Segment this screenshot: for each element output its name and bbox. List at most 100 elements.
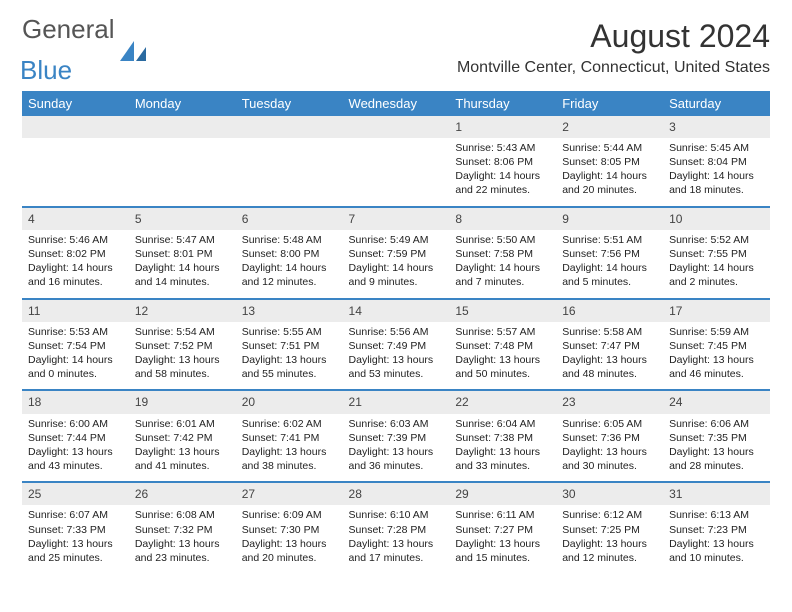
daylight-text: Daylight: 13 hours and 17 minutes.	[349, 537, 444, 565]
sunrise-text: Sunrise: 5:55 AM	[242, 325, 337, 339]
sunrise-text: Sunrise: 5:46 AM	[28, 233, 123, 247]
day-number: 27	[236, 483, 343, 505]
day-number: 4	[22, 208, 129, 230]
logo-text-general: General	[22, 18, 115, 41]
daylight-text: Daylight: 13 hours and 41 minutes.	[135, 445, 230, 473]
day-number-empty	[236, 116, 343, 138]
sunrise-text: Sunrise: 5:54 AM	[135, 325, 230, 339]
daylight-text: Daylight: 14 hours and 2 minutes.	[669, 261, 764, 289]
calendar-week: 25Sunrise: 6:07 AMSunset: 7:33 PMDayligh…	[22, 482, 770, 573]
daylight-text: Daylight: 14 hours and 18 minutes.	[669, 169, 764, 197]
day-details: Sunrise: 5:56 AMSunset: 7:49 PMDaylight:…	[343, 322, 450, 390]
calendar-cell: 22Sunrise: 6:04 AMSunset: 7:38 PMDayligh…	[449, 390, 556, 482]
calendar-cell: 13Sunrise: 5:55 AMSunset: 7:51 PMDayligh…	[236, 299, 343, 391]
day-details: Sunrise: 5:49 AMSunset: 7:59 PMDaylight:…	[343, 230, 450, 298]
day-number: 15	[449, 300, 556, 322]
dayname-thursday: Thursday	[449, 91, 556, 116]
sunset-text: Sunset: 7:49 PM	[349, 339, 444, 353]
sunrise-text: Sunrise: 6:10 AM	[349, 508, 444, 522]
day-number: 19	[129, 391, 236, 413]
calendar-week: 1Sunrise: 5:43 AMSunset: 8:06 PMDaylight…	[22, 116, 770, 207]
day-number: 21	[343, 391, 450, 413]
day-details: Sunrise: 5:55 AMSunset: 7:51 PMDaylight:…	[236, 322, 343, 390]
calendar-cell: 2Sunrise: 5:44 AMSunset: 8:05 PMDaylight…	[556, 116, 663, 207]
day-details: Sunrise: 6:06 AMSunset: 7:35 PMDaylight:…	[663, 414, 770, 482]
sunrise-text: Sunrise: 5:59 AM	[669, 325, 764, 339]
page-header: General Blue August 2024 Montville Cente…	[22, 18, 770, 83]
sunset-text: Sunset: 7:38 PM	[455, 431, 550, 445]
dayname-monday: Monday	[129, 91, 236, 116]
day-details: Sunrise: 5:46 AMSunset: 8:02 PMDaylight:…	[22, 230, 129, 298]
calendar-cell	[22, 116, 129, 207]
calendar-cell: 18Sunrise: 6:00 AMSunset: 7:44 PMDayligh…	[22, 390, 129, 482]
calendar-cell: 21Sunrise: 6:03 AMSunset: 7:39 PMDayligh…	[343, 390, 450, 482]
day-details: Sunrise: 6:07 AMSunset: 7:33 PMDaylight:…	[22, 505, 129, 573]
daylight-text: Daylight: 14 hours and 22 minutes.	[455, 169, 550, 197]
sunset-text: Sunset: 7:25 PM	[562, 523, 657, 537]
calendar-cell: 25Sunrise: 6:07 AMSunset: 7:33 PMDayligh…	[22, 482, 129, 573]
calendar-cell	[343, 116, 450, 207]
sunrise-text: Sunrise: 6:01 AM	[135, 417, 230, 431]
daylight-text: Daylight: 13 hours and 43 minutes.	[28, 445, 123, 473]
dayname-wednesday: Wednesday	[343, 91, 450, 116]
daylight-text: Daylight: 14 hours and 9 minutes.	[349, 261, 444, 289]
sail-icon	[120, 41, 146, 63]
sunrise-text: Sunrise: 6:03 AM	[349, 417, 444, 431]
day-number: 11	[22, 300, 129, 322]
sunrise-text: Sunrise: 6:08 AM	[135, 508, 230, 522]
sunrise-text: Sunrise: 5:51 AM	[562, 233, 657, 247]
sunset-text: Sunset: 7:56 PM	[562, 247, 657, 261]
day-details: Sunrise: 5:50 AMSunset: 7:58 PMDaylight:…	[449, 230, 556, 298]
day-details: Sunrise: 6:05 AMSunset: 7:36 PMDaylight:…	[556, 414, 663, 482]
daylight-text: Daylight: 13 hours and 36 minutes.	[349, 445, 444, 473]
sunset-text: Sunset: 7:36 PM	[562, 431, 657, 445]
sunrise-text: Sunrise: 6:11 AM	[455, 508, 550, 522]
daylight-text: Daylight: 14 hours and 12 minutes.	[242, 261, 337, 289]
sunset-text: Sunset: 7:28 PM	[349, 523, 444, 537]
day-details: Sunrise: 6:03 AMSunset: 7:39 PMDaylight:…	[343, 414, 450, 482]
sunset-text: Sunset: 8:00 PM	[242, 247, 337, 261]
calendar-cell: 23Sunrise: 6:05 AMSunset: 7:36 PMDayligh…	[556, 390, 663, 482]
calendar-cell: 3Sunrise: 5:45 AMSunset: 8:04 PMDaylight…	[663, 116, 770, 207]
sunset-text: Sunset: 7:58 PM	[455, 247, 550, 261]
day-number: 16	[556, 300, 663, 322]
calendar-table: Sunday Monday Tuesday Wednesday Thursday…	[22, 91, 770, 573]
calendar-cell: 28Sunrise: 6:10 AMSunset: 7:28 PMDayligh…	[343, 482, 450, 573]
daylight-text: Daylight: 13 hours and 33 minutes.	[455, 445, 550, 473]
sunset-text: Sunset: 7:45 PM	[669, 339, 764, 353]
calendar-cell: 19Sunrise: 6:01 AMSunset: 7:42 PMDayligh…	[129, 390, 236, 482]
day-number: 23	[556, 391, 663, 413]
calendar-cell: 12Sunrise: 5:54 AMSunset: 7:52 PMDayligh…	[129, 299, 236, 391]
day-number: 14	[343, 300, 450, 322]
sunrise-text: Sunrise: 6:12 AM	[562, 508, 657, 522]
day-number: 7	[343, 208, 450, 230]
calendar-cell: 30Sunrise: 6:12 AMSunset: 7:25 PMDayligh…	[556, 482, 663, 573]
daylight-text: Daylight: 14 hours and 7 minutes.	[455, 261, 550, 289]
calendar-cell: 10Sunrise: 5:52 AMSunset: 7:55 PMDayligh…	[663, 207, 770, 299]
sunset-text: Sunset: 7:59 PM	[349, 247, 444, 261]
calendar-cell: 16Sunrise: 5:58 AMSunset: 7:47 PMDayligh…	[556, 299, 663, 391]
sunrise-text: Sunrise: 5:47 AM	[135, 233, 230, 247]
day-details: Sunrise: 5:59 AMSunset: 7:45 PMDaylight:…	[663, 322, 770, 390]
sunrise-text: Sunrise: 5:58 AM	[562, 325, 657, 339]
day-number: 22	[449, 391, 556, 413]
month-title: August 2024	[457, 18, 770, 55]
sunrise-text: Sunrise: 6:00 AM	[28, 417, 123, 431]
day-number-empty	[343, 116, 450, 138]
sunset-text: Sunset: 7:27 PM	[455, 523, 550, 537]
sunrise-text: Sunrise: 6:13 AM	[669, 508, 764, 522]
day-number: 31	[663, 483, 770, 505]
calendar-cell	[129, 116, 236, 207]
day-number: 6	[236, 208, 343, 230]
day-details: Sunrise: 6:01 AMSunset: 7:42 PMDaylight:…	[129, 414, 236, 482]
sunrise-text: Sunrise: 5:53 AM	[28, 325, 123, 339]
dayname-sunday: Sunday	[22, 91, 129, 116]
day-details: Sunrise: 5:52 AMSunset: 7:55 PMDaylight:…	[663, 230, 770, 298]
day-details: Sunrise: 5:47 AMSunset: 8:01 PMDaylight:…	[129, 230, 236, 298]
daylight-text: Daylight: 13 hours and 25 minutes.	[28, 537, 123, 565]
daylight-text: Daylight: 13 hours and 38 minutes.	[242, 445, 337, 473]
day-number: 29	[449, 483, 556, 505]
day-number: 10	[663, 208, 770, 230]
sunset-text: Sunset: 8:05 PM	[562, 155, 657, 169]
day-details: Sunrise: 6:08 AMSunset: 7:32 PMDaylight:…	[129, 505, 236, 573]
